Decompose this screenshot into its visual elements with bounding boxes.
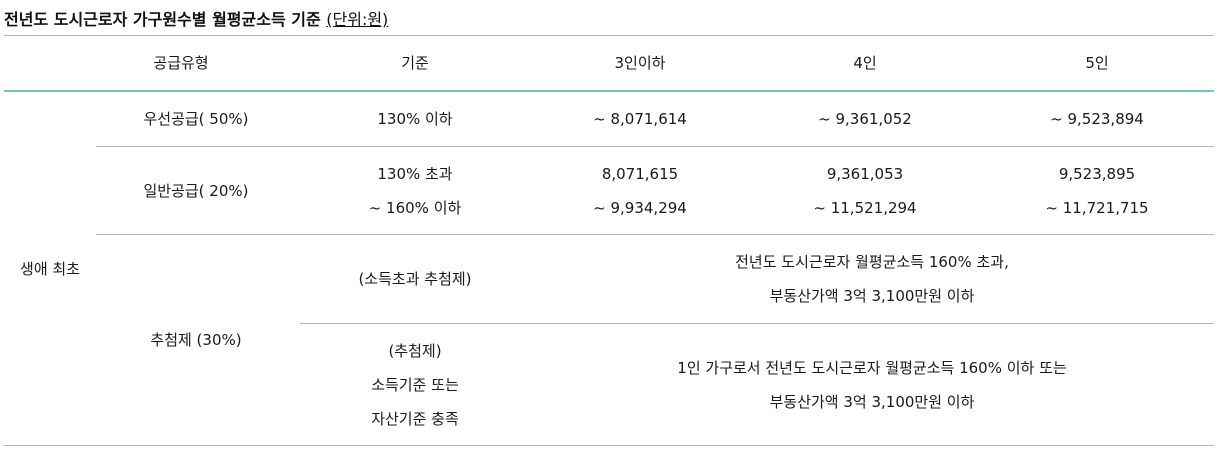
priority-criterion: 130% 이하 — [377, 110, 453, 128]
lottery-supply-label: 추첨제 (30%) — [150, 331, 242, 349]
unit-label: (단위:원) — [326, 10, 389, 29]
header-3-persons: 3인이하 — [614, 54, 666, 72]
general-supply-label: 일반공급( 20%) — [143, 181, 249, 200]
header-rule — [4, 90, 1214, 92]
row-rule-3 — [300, 323, 1214, 324]
lottery-excess-criterion: (소득초과 추첨제) — [358, 270, 472, 288]
general-criterion: 130% 초과 ~ 160% 이하 — [368, 164, 462, 217]
priority-5-persons: ~ 9,523,894 — [1050, 110, 1144, 128]
top-rule — [4, 35, 1214, 36]
row-rule-2 — [96, 234, 1214, 235]
priority-4-persons: ~ 9,361,052 — [818, 110, 912, 128]
row-rule-1 — [96, 146, 1214, 147]
lottery-general-criterion: (추첨제) 소득기준 또는 자산기준 충족 — [371, 341, 459, 428]
general-3-persons: 8,071,615 ~ 9,934,294 — [593, 164, 687, 217]
header-5-persons: 5인 — [1085, 54, 1109, 72]
lottery-general-description: 1인 가구로서 전년도 도시근로자 월평균소득 160% 이하 또는 부동산가액… — [677, 358, 1067, 411]
priority-3-persons: ~ 8,071,614 — [593, 110, 687, 128]
header-criterion: 기준 — [401, 54, 429, 72]
priority-supply-label: 우선공급( 50%) — [143, 110, 249, 128]
table-title: 전년도 도시근로자 가구원수별 월평균소득 기준 (단위:원) — [4, 6, 388, 30]
header-type: 공급유형 — [153, 54, 209, 72]
general-4-persons: 9,361,053 ~ 11,521,294 — [813, 164, 917, 217]
lottery-excess-description: 전년도 도시근로자 월평균소득 160% 초과, 부동산가액 3억 3,100만… — [735, 253, 1009, 305]
category-first-time: 생애 최초 — [20, 259, 80, 278]
bottom-rule — [4, 445, 1214, 446]
general-5-persons: 9,523,895 ~ 11,721,715 — [1045, 164, 1149, 217]
header-4-persons: 4인 — [853, 54, 877, 72]
title-text: 전년도 도시근로자 가구원수별 월평균소득 기준 — [4, 10, 321, 29]
